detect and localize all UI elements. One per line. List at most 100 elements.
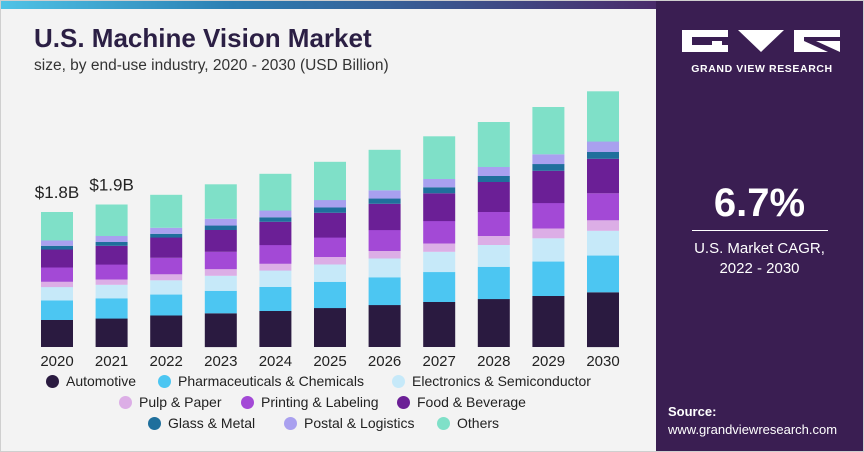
bar-segment-2030-automotive (587, 292, 619, 348)
bar-segment-2022-others (150, 194, 183, 228)
chart-title: U.S. Machine Vision Market (34, 23, 372, 53)
legend-label: Automotive (66, 373, 137, 389)
cagr-label-line2: 2022 - 2030 (719, 260, 800, 277)
bar-segment-2029-printing-labeling (532, 203, 565, 229)
bar-segment-2030-others (587, 91, 619, 142)
bar-segment-2025-glass-metal (314, 207, 346, 213)
bar-segment-2021-pharmaceuticals-chemicals (95, 298, 128, 319)
bar-segment-2023-automotive (204, 313, 237, 348)
bar-segment-2023-others (204, 184, 237, 219)
bar-segment-2022-pulp-paper (150, 274, 183, 281)
cagr-label-line1: U.S. Market CAGR, (694, 240, 825, 257)
legend-item-pulp-paper: Pulp & Paper (119, 394, 222, 410)
bar-segment-2024-pulp-paper (259, 263, 292, 271)
brand-name: GRAND VIEW RESEARCH (691, 63, 833, 75)
legend-label: Glass & Metal (168, 415, 256, 431)
bar-segment-2025-automotive (314, 308, 346, 347)
bar-segment-2028-electronics-semiconductor (477, 245, 510, 267)
cagr-label: U.S. Market CAGR, 2022 - 2030 (656, 239, 863, 279)
bar-segment-2024-food-beverage (259, 221, 292, 246)
legend-swatch (437, 416, 450, 430)
bar-segment-2026-postal-logistics (368, 190, 401, 199)
chart-panel: U.S. Machine Vision Market size, by end-… (1, 1, 656, 451)
bar-segment-2024-glass-metal (259, 217, 292, 222)
bar-segment-2027-pulp-paper (423, 243, 456, 252)
x-tick-label-2022: 2022 (150, 353, 183, 370)
cagr-value: 6.7% (713, 181, 806, 225)
bar-segment-2026-printing-labeling (368, 230, 401, 251)
data-label-2020: $1.8B (35, 183, 79, 202)
bar-segment-2027-automotive (423, 302, 456, 347)
bar-segment-2026-food-beverage (368, 203, 401, 231)
legend-item-automotive: Automotive (46, 373, 136, 389)
x-tick-label-2024: 2024 (259, 353, 292, 370)
bar-segment-2022-pharmaceuticals-chemicals (150, 294, 183, 316)
bar-segment-2020-pharmaceuticals-chemicals (41, 300, 73, 320)
legend-label: Food & Beverage (417, 394, 526, 410)
bar-segment-2021-food-beverage (95, 245, 128, 265)
bar-segment-2020-food-beverage (41, 249, 73, 268)
source-link[interactable]: www.grandviewresearch.com (668, 422, 838, 437)
bar-segment-2024-electronics-semiconductor (259, 270, 292, 287)
bar-segment-2023-printing-labeling (204, 251, 237, 270)
bar-segment-2021-others (95, 204, 128, 236)
bar-segment-2025-electronics-semiconductor (314, 264, 346, 282)
bar-segment-2029-food-beverage (532, 170, 565, 204)
legend-swatch (119, 395, 132, 409)
bar-segment-2024-printing-labeling (259, 245, 292, 264)
legend-item-glass-metal: Glass & Metal (148, 415, 255, 431)
bar-segment-2030-pulp-paper (587, 220, 619, 231)
legend-item-pharmaceuticals-chemicals: Pharmaceuticals & Chemicals (158, 373, 364, 389)
bar-segment-2028-printing-labeling (477, 212, 510, 236)
bar-segment-2022-food-beverage (150, 237, 183, 258)
chart-subtitle: size, by end-use industry, 2020 - 2030 (… (34, 57, 389, 74)
legend-item-printing-labeling: Printing & Labeling (241, 394, 379, 410)
bar-segment-2023-electronics-semiconductor (204, 275, 237, 291)
legend-item-postal-logistics: Postal & Logistics (284, 415, 415, 431)
bar-segment-2026-pharmaceuticals-chemicals (368, 277, 401, 306)
data-label-2021: $1.9B (89, 176, 133, 195)
bar-segment-2025-food-beverage (314, 212, 346, 238)
bar-segment-2025-postal-logistics (314, 200, 346, 208)
bar-segment-2021-postal-logistics (95, 236, 128, 242)
bar-segment-2029-pharmaceuticals-chemicals (532, 261, 565, 296)
bar-segment-2025-pulp-paper (314, 257, 346, 265)
bar-segment-2028-postal-logistics (477, 167, 510, 176)
bar-segment-2021-automotive (95, 318, 128, 347)
bar-segment-2030-glass-metal (587, 152, 619, 159)
legend-item-electronics-semiconductor: Electronics & Semiconductor (392, 373, 591, 389)
bar-segment-2021-printing-labeling (95, 264, 128, 280)
legend-row: Glass & Metal Postal & Logistics Others (1, 415, 656, 435)
bar-segment-2024-automotive (259, 311, 292, 347)
stacked-bar-chart: 2020 2021 2022 2023 2024 2025 2026 2027 2028 2029… (35, 91, 620, 370)
bar-segment-2028-pharmaceuticals-chemicals (477, 266, 510, 300)
bar-segment-2029-automotive (532, 296, 565, 347)
legend-swatch (46, 374, 59, 388)
source-label: Source: (668, 404, 717, 419)
x-tick-label-2020: 2020 (40, 353, 73, 370)
cagr-divider (692, 230, 828, 231)
bar-segment-2027-printing-labeling (423, 221, 456, 244)
bar-segment-2023-pharmaceuticals-chemicals (204, 290, 237, 314)
bar-segment-2027-food-beverage (423, 193, 456, 222)
source-note: Source: www.grandviewresearch.com (668, 403, 837, 439)
bar-segment-2027-electronics-semiconductor (423, 251, 456, 273)
x-tick-label-2023: 2023 (204, 353, 237, 370)
top-accent-bar (1, 1, 656, 9)
bar-segment-2024-pharmaceuticals-chemicals (259, 287, 292, 311)
legend-swatch (241, 395, 254, 409)
legend-row: Automotive Pharmaceuticals & Chemicals Ele… (1, 373, 656, 393)
bar-segment-2029-glass-metal (532, 164, 565, 171)
bar-segment-2025-pharmaceuticals-chemicals (314, 281, 346, 309)
bar-segment-2030-printing-labeling (587, 193, 619, 221)
bar-segment-2028-pulp-paper (477, 236, 510, 245)
bar-segment-2022-glass-metal (150, 233, 183, 238)
bar-segment-2029-others (532, 107, 565, 155)
bar-segment-2020-glass-metal (41, 245, 73, 250)
bar-segment-2027-others (423, 136, 456, 179)
bar-segment-2025-others (314, 161, 346, 201)
bar-segment-2020-others (41, 212, 73, 241)
legend-label: Electronics & Semiconductor (412, 373, 591, 389)
bar-segment-2027-postal-logistics (423, 179, 456, 188)
